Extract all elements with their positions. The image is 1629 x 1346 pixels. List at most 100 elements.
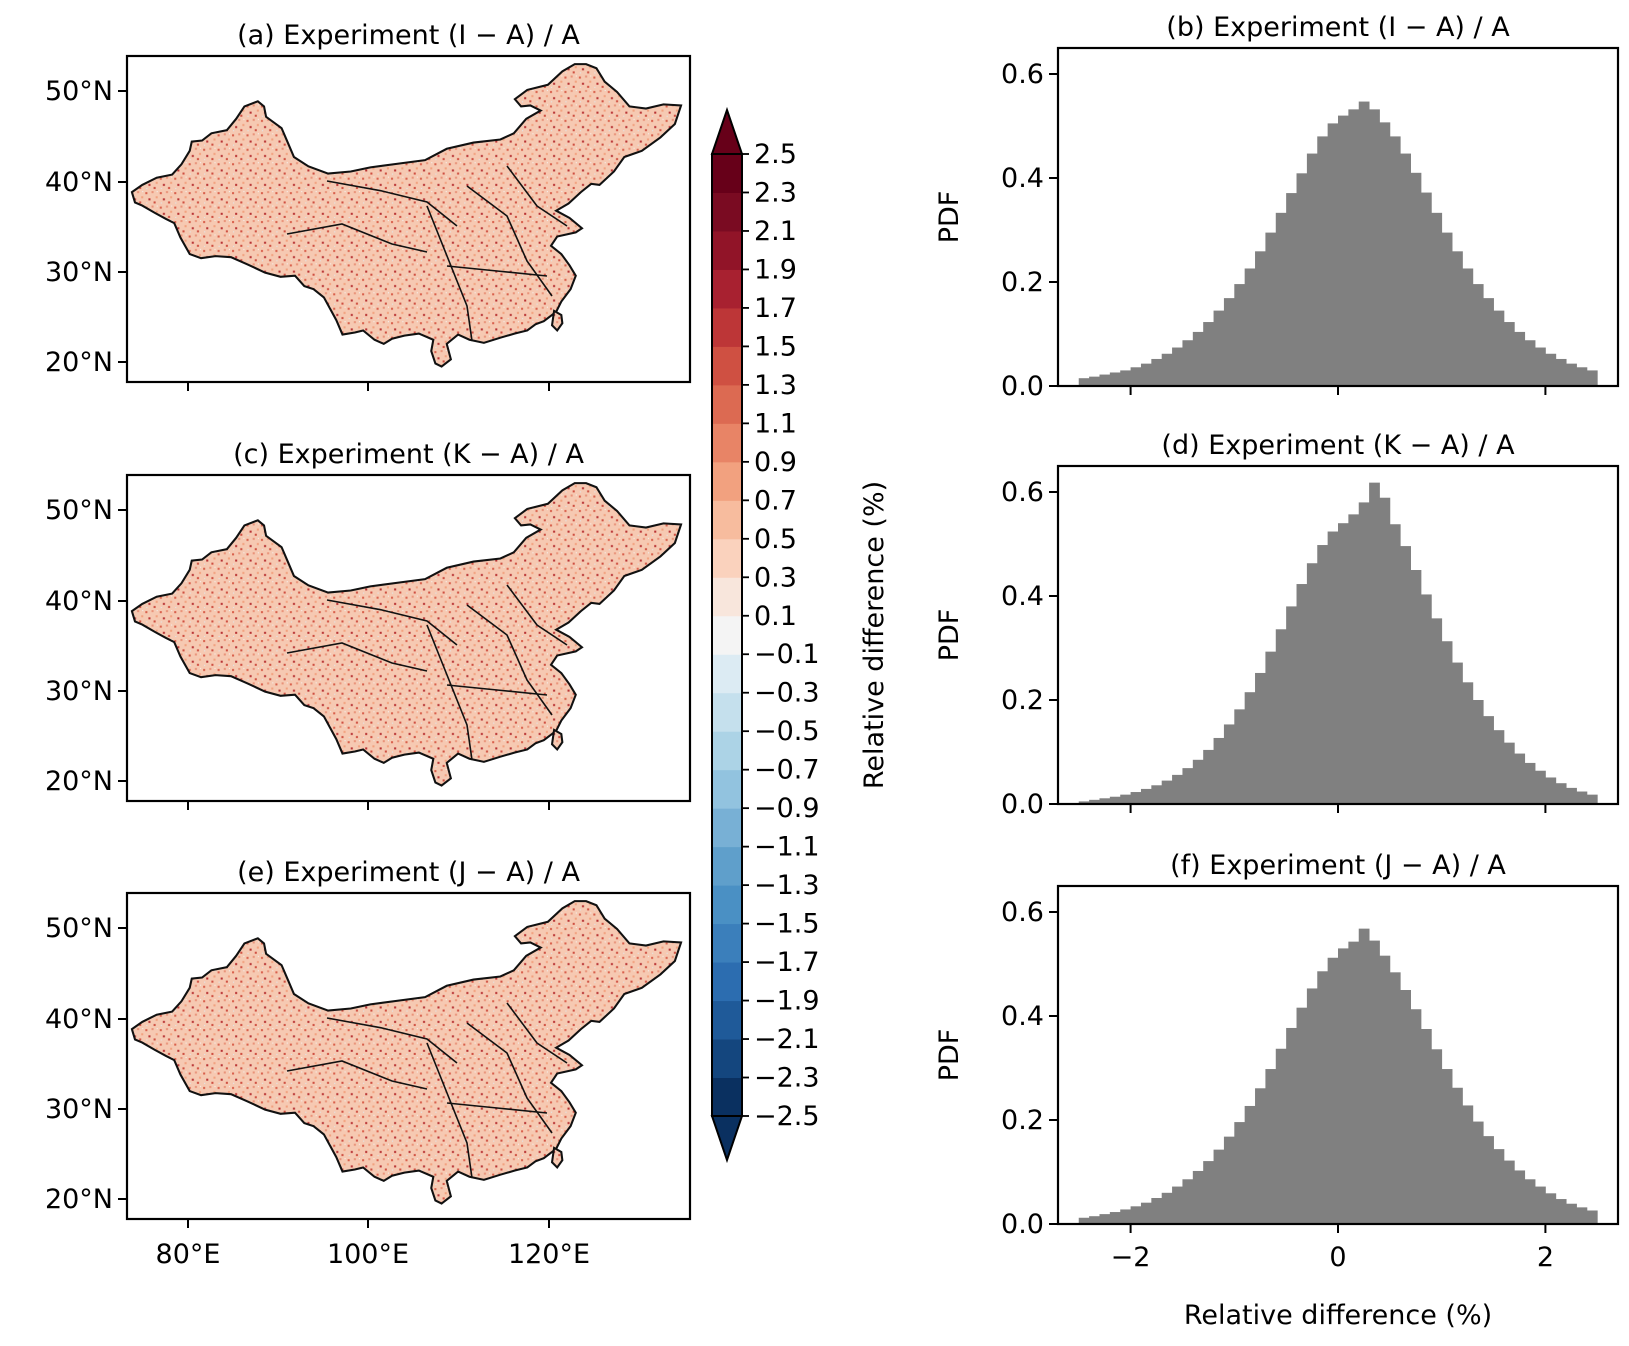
map-frame <box>125 473 692 803</box>
colorbar-tick-label: −2.1 <box>754 1024 820 1055</box>
histogram-bar <box>1431 212 1443 386</box>
histogram-bar <box>1234 709 1246 804</box>
histogram-bar <box>1317 136 1329 386</box>
map-title: (c) Experiment (K − A) / A <box>233 439 584 470</box>
histogram-bar <box>1078 378 1090 386</box>
province-border <box>326 180 458 227</box>
map-title: (a) Experiment (I − A) / A <box>237 20 580 51</box>
histogram-bar <box>1431 618 1443 804</box>
x-tick-label: −2 <box>1111 1242 1151 1273</box>
lat-tick-label: 30°N <box>45 1094 113 1125</box>
colorbar-tick-label: 2.5 <box>754 139 797 170</box>
map-frame <box>125 54 692 384</box>
histogram-bar <box>1327 957 1339 1224</box>
colorbar-band <box>712 423 742 463</box>
histogram-bar <box>1369 940 1380 1224</box>
lon-tick-label: 100°E <box>327 1239 409 1270</box>
histogram-bar <box>1514 1170 1526 1224</box>
histogram-bar <box>1172 774 1183 804</box>
y-tick-label: 0.2 <box>1001 267 1044 298</box>
histogram-bar <box>1327 531 1339 804</box>
colorbar-tick-label: 0.5 <box>754 524 797 555</box>
colorbar-band <box>712 461 742 501</box>
province-border <box>466 1022 553 1134</box>
y-tick-label: 0.2 <box>1001 685 1044 716</box>
histogram-bar <box>1586 370 1598 386</box>
histogram-bar <box>1566 787 1577 804</box>
histogram-bar <box>1493 310 1505 386</box>
histogram-bar <box>1286 1027 1297 1224</box>
histogram-bar <box>1369 109 1380 387</box>
lat-tick-label: 20°N <box>45 347 113 378</box>
y-tick-label: 0.6 <box>1001 477 1044 508</box>
colorbar-band <box>712 923 742 963</box>
colorbar-band <box>712 654 742 694</box>
histogram-bar <box>1078 1217 1090 1224</box>
plot-title: (b) Experiment (I − A) / A <box>1166 12 1510 43</box>
histogram-bar <box>1161 353 1173 386</box>
histogram-bar <box>1120 370 1131 386</box>
colorbar-tick-label: 0.3 <box>754 562 797 593</box>
y-tick-label: 0.4 <box>1001 163 1044 194</box>
histogram-bar <box>1078 801 1090 804</box>
colorbar-band <box>712 154 742 193</box>
histogram-bar <box>1566 363 1577 386</box>
colorbar-tick-label: −0.7 <box>754 755 820 786</box>
colorbar-band <box>712 962 742 1002</box>
colorbar-tick-label: −2.5 <box>754 1101 820 1132</box>
colorbar-tick-label: 0.1 <box>754 601 797 632</box>
lat-tick-label: 40°N <box>45 1004 113 1035</box>
province-border <box>426 205 473 342</box>
histogram-bar <box>1462 268 1474 386</box>
histogram-bar <box>1369 482 1380 804</box>
province-border <box>426 1042 473 1179</box>
histogram-bar <box>1400 546 1411 804</box>
colorbar-band <box>712 769 742 809</box>
histogram-bar <box>1140 1202 1152 1224</box>
histogram-bar <box>1306 988 1318 1224</box>
y-axis-label: PDF <box>934 609 965 662</box>
colorbar-band <box>712 885 742 925</box>
histogram-bar <box>1255 1088 1266 1224</box>
colorbar-extend-max <box>710 106 744 155</box>
colorbar-band <box>712 192 742 232</box>
histogram-bar <box>1524 1179 1536 1224</box>
histogram-bar <box>1420 594 1432 804</box>
map-title: (e) Experiment (J − A) / A <box>237 857 580 888</box>
histogram-bar <box>1379 122 1391 387</box>
colorbar-tick-label: 1.9 <box>754 254 797 285</box>
x-tick-label: 2 <box>1537 1242 1554 1273</box>
histogram-bar <box>1244 268 1256 386</box>
histogram-bar <box>1452 251 1463 386</box>
lat-tick-label: 50°N <box>45 76 113 107</box>
histogram-bar <box>1265 232 1277 386</box>
lat-tick-label: 50°N <box>45 495 113 526</box>
histogram-bar <box>1109 796 1121 804</box>
histogram-bar <box>1462 1105 1474 1224</box>
histogram-bar <box>1452 1087 1463 1224</box>
histogram-bar <box>1420 192 1432 386</box>
colorbar-extend-min <box>710 1115 744 1164</box>
histogram-bar <box>1172 1186 1183 1224</box>
colorbar-tick-label: 0.7 <box>754 485 797 516</box>
x-axis-label: Relative difference (%) <box>1184 1300 1492 1331</box>
histogram-bar <box>1503 742 1515 804</box>
map-panel-2: (e) Experiment (J − A) / A 20°N 30°N 40°N 50… <box>45 857 692 1270</box>
histogram-bar <box>1140 788 1152 804</box>
colorbar-tick-label: −1.5 <box>754 909 820 940</box>
histogram-bar <box>1182 340 1194 386</box>
colorbar-tick-label: −2.3 <box>754 1063 820 1094</box>
histogram-bar <box>1586 1210 1598 1224</box>
province-border <box>506 165 568 227</box>
province-border <box>286 223 428 253</box>
histogram-bar <box>1089 799 1100 804</box>
histogram-bar <box>1255 672 1266 804</box>
histogram-bar <box>1296 1007 1308 1224</box>
histogram-bar <box>1462 682 1474 804</box>
province-border <box>466 604 553 716</box>
histogram-bar <box>1338 115 1349 386</box>
histogram-bar <box>1452 662 1463 804</box>
y-tick-label: 0.0 <box>1001 1209 1044 1240</box>
histogram-bar <box>1265 1069 1277 1224</box>
histogram-bar <box>1244 1105 1256 1224</box>
